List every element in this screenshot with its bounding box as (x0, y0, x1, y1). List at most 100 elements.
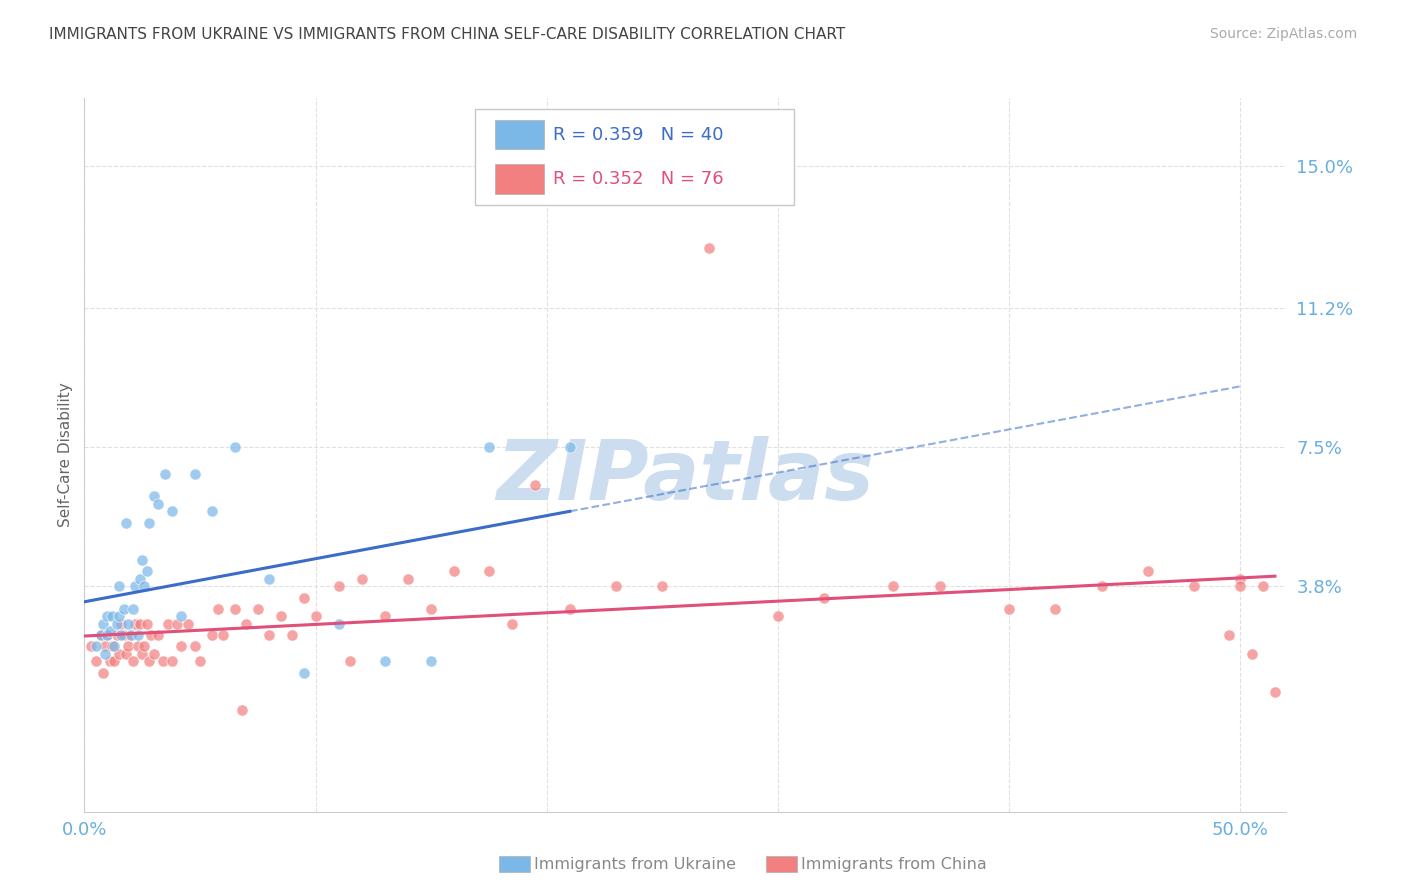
Point (1136, 565, 1159, 579)
Point (141, 628, 163, 642)
Point (134, 640, 156, 654)
Point (235, 616, 257, 631)
Point (1218, 628, 1240, 642)
Point (1264, 684, 1286, 698)
Point (90, 628, 112, 642)
Point (420, 602, 443, 616)
Point (184, 640, 207, 654)
Point (127, 640, 149, 654)
Point (224, 602, 246, 616)
Point (115, 516, 138, 530)
Point (128, 572, 150, 586)
Text: R = 0.359   N = 40: R = 0.359 N = 40 (553, 126, 724, 144)
Point (108, 609, 131, 624)
Point (96, 609, 118, 624)
Point (160, 655, 183, 669)
Point (110, 628, 132, 642)
Point (998, 602, 1021, 616)
Point (91, 616, 114, 631)
Point (142, 489, 165, 503)
Point (155, 467, 177, 481)
Point (112, 628, 135, 642)
Point (120, 628, 142, 642)
Bar (495, 120, 544, 150)
Point (605, 579, 627, 593)
Point (1253, 579, 1275, 593)
Point (80, 640, 103, 654)
Point (156, 616, 179, 631)
Point (138, 516, 160, 530)
Point (524, 478, 547, 492)
Point (120, 628, 142, 642)
Point (134, 579, 156, 593)
Point (270, 609, 292, 624)
Point (98, 624, 121, 639)
Point (259, 572, 281, 586)
Bar (495, 164, 544, 194)
Point (501, 616, 523, 631)
Point (200, 504, 222, 518)
Point (350, 572, 373, 586)
Point (292, 591, 315, 605)
Text: ZIPatlas: ZIPatlas (496, 436, 875, 516)
Point (117, 616, 139, 631)
Point (200, 628, 222, 642)
Point (928, 579, 950, 593)
Point (108, 579, 131, 593)
Point (188, 655, 211, 669)
FancyBboxPatch shape (475, 109, 793, 205)
Point (184, 467, 207, 481)
Point (148, 497, 170, 511)
Point (96, 628, 118, 642)
Point (443, 565, 465, 579)
Point (651, 579, 673, 593)
Point (166, 616, 188, 631)
Point (138, 655, 160, 669)
Point (304, 609, 326, 624)
Point (328, 579, 350, 593)
Point (91, 665, 114, 680)
Point (231, 703, 253, 717)
Point (170, 640, 193, 654)
Point (170, 609, 193, 624)
Point (98, 655, 121, 669)
Point (281, 628, 304, 642)
Point (94, 647, 117, 661)
Point (813, 591, 835, 605)
Point (766, 609, 789, 624)
Point (160, 504, 183, 518)
Point (1045, 602, 1067, 616)
Point (1240, 647, 1263, 661)
Point (339, 655, 361, 669)
Point (128, 616, 150, 631)
Point (105, 628, 128, 642)
Point (224, 441, 246, 455)
Point (124, 616, 146, 631)
Point (478, 565, 501, 579)
Point (96, 628, 118, 642)
Point (177, 616, 200, 631)
Point (127, 628, 149, 642)
Point (101, 640, 124, 654)
Point (152, 655, 174, 669)
Point (84, 640, 107, 654)
Point (246, 602, 269, 616)
Text: Immigrants from China: Immigrants from China (801, 857, 987, 871)
Point (1229, 572, 1251, 586)
Point (112, 602, 135, 616)
Y-axis label: Self-Care Disability: Self-Care Disability (58, 383, 73, 527)
Point (135, 616, 157, 631)
Text: Immigrants from Ukraine: Immigrants from Ukraine (534, 857, 737, 871)
Point (374, 609, 396, 624)
Point (122, 655, 145, 669)
Point (131, 647, 153, 661)
Point (103, 640, 125, 654)
Text: R = 0.352   N = 76: R = 0.352 N = 76 (553, 170, 724, 188)
Text: Source: ZipAtlas.com: Source: ZipAtlas.com (1209, 27, 1357, 41)
Point (148, 628, 170, 642)
Point (259, 628, 281, 642)
Point (558, 441, 581, 455)
Point (207, 602, 229, 616)
Point (131, 553, 153, 567)
Point (101, 609, 124, 624)
